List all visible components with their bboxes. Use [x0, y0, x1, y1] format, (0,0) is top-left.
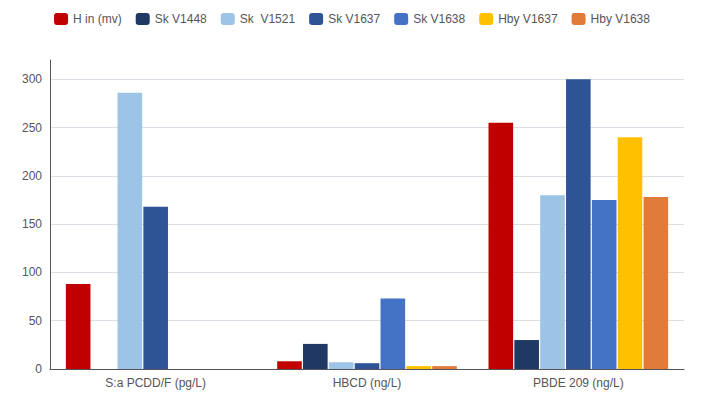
svg-text:0: 0 [35, 362, 42, 376]
svg-text:250: 250 [22, 121, 42, 135]
svg-text:Hby V1637: Hby V1637 [498, 12, 558, 26]
svg-text:Sk V1521: Sk V1521 [240, 12, 296, 26]
svg-text:H in (mv): H in (mv) [73, 12, 122, 26]
svg-text:50: 50 [29, 314, 43, 328]
svg-text:150: 150 [22, 217, 42, 231]
svg-text:300: 300 [22, 72, 42, 86]
svg-text:Hby V1638: Hby V1638 [591, 12, 651, 26]
svg-text:100: 100 [22, 265, 42, 279]
svg-text:PBDE 209 (ng/L): PBDE 209 (ng/L) [533, 376, 624, 390]
svg-text:200: 200 [22, 169, 42, 183]
svg-text:Sk V1637: Sk V1637 [328, 12, 380, 26]
svg-text:Sk V1448: Sk V1448 [155, 12, 207, 26]
svg-text:HBCD (ng/L): HBCD (ng/L) [333, 376, 402, 390]
svg-text:Sk V1638: Sk V1638 [413, 12, 465, 26]
svg-text:S:a PCDD/F (pg/L): S:a PCDD/F (pg/L) [105, 376, 206, 390]
